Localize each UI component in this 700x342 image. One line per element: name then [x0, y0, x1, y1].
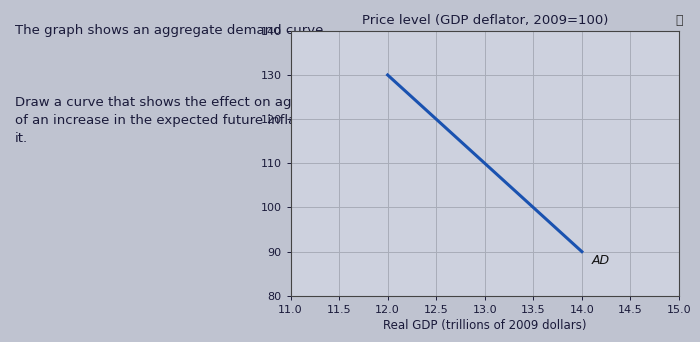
Text: Draw a curve that shows the effect on aggregate demand
of an increase in the exp: Draw a curve that shows the effect on ag…: [15, 96, 402, 145]
Text: The graph shows an aggregate demand curve.: The graph shows an aggregate demand curv…: [15, 24, 327, 37]
Text: 🔍: 🔍: [675, 14, 682, 27]
Title: Price level (GDP deflator, 2009=100): Price level (GDP deflator, 2009=100): [362, 14, 608, 27]
Text: AD: AD: [592, 254, 610, 267]
X-axis label: Real GDP (trillions of 2009 dollars): Real GDP (trillions of 2009 dollars): [383, 319, 587, 332]
